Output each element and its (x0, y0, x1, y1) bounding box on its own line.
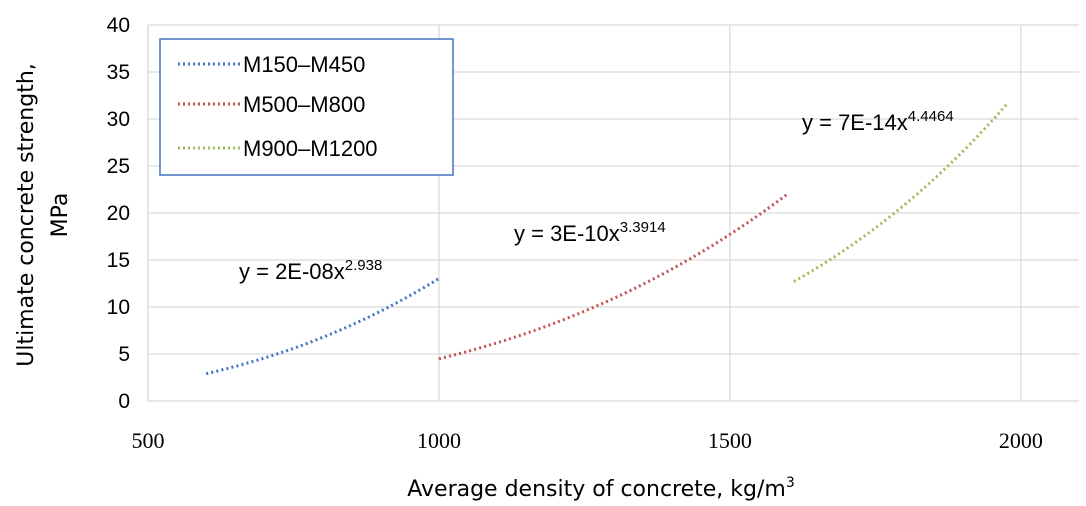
y-tick-label: 15 (107, 249, 130, 272)
equation-series-3-exponent: 4.4464 (908, 108, 954, 125)
series-line-1 (205, 277, 440, 376)
legend: M150–M450 M500–M800 M900–M1200 (159, 38, 454, 176)
x-tick-labels: 500 1000 1500 2000 (132, 428, 1043, 453)
legend-label-1: M150–M450 (243, 52, 365, 77)
y-tick-label: 30 (107, 108, 130, 131)
y-axis-title-line2: MPa (48, 193, 73, 238)
y-tick-label: 5 (118, 343, 130, 366)
series-layer (205, 103, 1008, 376)
series-line-2 (438, 192, 789, 361)
y-tick-label: 40 (107, 14, 130, 37)
equation-series-1-base: y = 2E-08x (239, 259, 345, 284)
x-tick-label: 1500 (708, 428, 752, 453)
equation-series-1: y = 2E-08x2.938 (239, 257, 382, 284)
legend-box (159, 38, 454, 176)
y-tick-label: 10 (107, 296, 130, 319)
x-tick-label: 1000 (417, 428, 461, 453)
y-tick-label: 20 (107, 202, 130, 225)
legend-label-2: M500–M800 (243, 92, 365, 117)
equation-series-1-exponent: 2.938 (345, 257, 383, 274)
y-tick-label: 0 (118, 390, 130, 413)
legend-label-3: M900–M1200 (243, 136, 378, 161)
equation-series-2: y = 3E-10x3.3914 (514, 219, 666, 246)
y-tick-label: 25 (107, 155, 130, 178)
equation-series-2-base: y = 3E-10x (514, 221, 620, 246)
x-tick-label: 2000 (999, 428, 1043, 453)
x-axis-title-superscript: 3 (786, 475, 795, 491)
equation-series-3: y = 7E-14x4.4464 (802, 108, 954, 135)
x-axis-title-text: Average density of concrete, kg/m (407, 477, 786, 502)
equation-series-3-base: y = 7E-14x (802, 110, 908, 135)
y-tick-label: 35 (107, 61, 130, 84)
y-tick-labels: 0 5 10 15 20 25 30 35 40 (107, 14, 130, 413)
x-axis-title: Average density of concrete, kg/m3 (407, 475, 795, 502)
x-tick-label: 500 (132, 428, 165, 453)
equation-series-2-exponent: 3.3914 (620, 219, 666, 236)
series-line-3 (793, 103, 1008, 283)
y-axis-title-line1: Ultimate concrete strength, (14, 63, 39, 367)
